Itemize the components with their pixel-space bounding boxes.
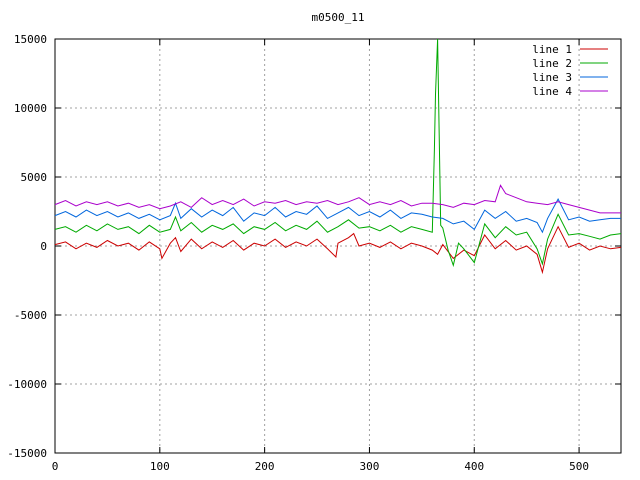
y-tick-label: -15000 — [7, 447, 47, 460]
x-tick-label: 500 — [569, 460, 589, 473]
y-tick-label: -5000 — [14, 309, 47, 322]
legend-label: line 1 — [532, 43, 572, 56]
y-tick-label: 15000 — [14, 33, 47, 46]
tick-layer: 0 100 200 300 400 500 -15000 -10000 -5000 0 5000 10… — [7, 33, 621, 473]
series-layer — [54, 38, 622, 275]
y-tick-label: 0 — [40, 240, 47, 253]
series-line-1 — [54, 225, 622, 275]
series-line-2 — [54, 38, 622, 268]
y-tick-label: 5000 — [21, 171, 48, 184]
x-tick-label: 300 — [360, 460, 380, 473]
series-line-3 — [54, 198, 621, 234]
legend-label: line 4 — [532, 85, 572, 98]
y-tick-label: -10000 — [7, 378, 47, 391]
x-tick-label: 100 — [150, 460, 170, 473]
x-tick-label: 400 — [464, 460, 484, 473]
legend-label: line 2 — [532, 57, 572, 70]
series-line-4 — [54, 184, 621, 214]
legend-label: line 3 — [532, 71, 572, 84]
x-tick-label: 0 — [52, 460, 59, 473]
x-tick-label: 200 — [255, 460, 275, 473]
chart-title: m0500_11 — [312, 11, 365, 24]
y-tick-label: 10000 — [14, 102, 47, 115]
